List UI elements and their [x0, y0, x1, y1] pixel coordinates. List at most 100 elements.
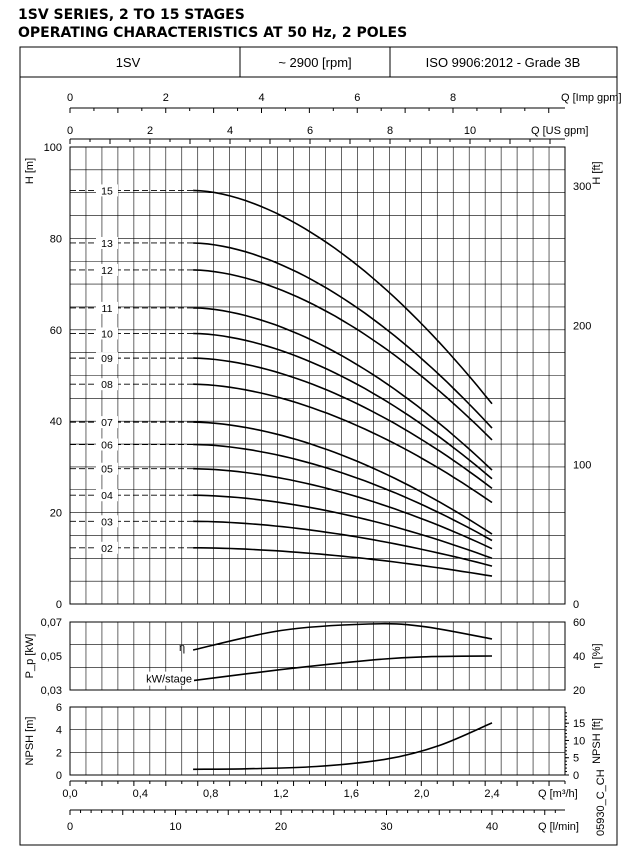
stage-label-09: 09	[101, 353, 113, 365]
stage-label-bg	[96, 263, 118, 276]
power-y-axis-label: P_p [kW]	[24, 634, 36, 679]
head-curve-stage-04	[193, 494, 493, 560]
stage-label-12: 12	[101, 265, 113, 277]
head-ft-tick-label: 300	[573, 181, 591, 193]
us-gpm-tick-label: 0	[67, 125, 73, 137]
drawing-code: 05930_C_CH	[595, 769, 607, 836]
head-curve-stage-06	[193, 443, 493, 542]
npsh-y-tick-label: 4	[56, 725, 62, 737]
us-gpm-tick-label: 6	[307, 125, 313, 137]
head-y-tick-label: 0	[56, 599, 62, 611]
stage-label-03: 03	[101, 516, 113, 528]
head-curve-stage-09	[193, 357, 493, 490]
head-y-tick-label: 20	[50, 508, 62, 520]
stage-label-bg	[96, 184, 118, 197]
head-y-tick-label: 80	[50, 233, 62, 245]
imp-gpm-tick-label: 0	[67, 92, 73, 104]
m3h-tick-label: 0,0	[62, 788, 77, 800]
stage-label-bg	[96, 489, 118, 502]
stage-label-bg	[96, 378, 118, 391]
stage-label-07: 07	[101, 417, 113, 429]
plot-border	[69, 621, 566, 691]
stage-label-bg	[96, 301, 118, 314]
m3h-tick-label: 0,4	[133, 788, 148, 800]
power-panel: 0,03 0,05 0,07 20 40 60 P_p [kW] η [%] η kW/stage	[24, 617, 603, 697]
stage-label-06: 06	[101, 440, 113, 452]
npsh-y-tick-label: 6	[56, 702, 62, 714]
lmin-axis-label: Q [l/min]	[538, 821, 579, 833]
m3h-tick-label: 2,4	[484, 788, 499, 800]
top-axes: 0 2 4 6 8 Q [Imp gpm] 0 2 4 6 8 10 Q [US gpm]	[67, 92, 622, 144]
stage-label-bg	[96, 327, 118, 340]
head-curve-stage-08	[193, 383, 493, 504]
chart-frame	[19, 76, 618, 846]
us-gpm-axis-label: Q [US gpm]	[531, 125, 588, 137]
npsh-ft-axis-label: NPSH [ft]	[591, 718, 603, 764]
lmin-tick-label: 0	[67, 821, 73, 833]
efficiency-curve	[192, 622, 493, 651]
eff-y-tick-label: 20	[573, 685, 585, 697]
imp-gpm-tick-label: 6	[354, 92, 360, 104]
npsh-ft-tick-label: 10	[573, 735, 585, 747]
head-curve-stage-05	[193, 467, 493, 550]
standard-cell: ISO 9906:2012 - Grade 3B	[426, 55, 581, 70]
info-row: 1SV ~ 2900 [rpm] ISO 9906:2012 - Grade 3…	[19, 46, 618, 78]
stage-label-bg	[96, 352, 118, 365]
power-y-tick-label: 0,03	[41, 685, 62, 697]
stage-label-08: 08	[101, 379, 113, 391]
head-y-tick-label: 100	[44, 142, 62, 154]
npsh-y-tick-label: 0	[56, 770, 62, 782]
power-y-tick-label: 0,05	[41, 651, 62, 663]
eta-curve-label: η	[179, 642, 185, 654]
stage-label-13: 13	[101, 238, 113, 250]
head-ft-tick-label: 100	[573, 460, 591, 472]
power-y-tick-label: 0,07	[41, 617, 62, 629]
stage-label-bg	[96, 541, 118, 554]
m3h-tick-label: 0,8	[203, 788, 218, 800]
power-per-stage-curve	[193, 655, 493, 682]
head-panel: 0 20 40 60 80 100 0 100 200 300 H [m] H [ft] 02 03 04 0…	[24, 142, 603, 611]
m3h-tick-label: 1,2	[273, 788, 288, 800]
m3h-tick-label: 2,0	[414, 788, 429, 800]
stage-label-11: 11	[102, 303, 113, 315]
title-line-2: OPERATING CHARACTERISTICS AT 50 Hz, 2 PO…	[18, 25, 407, 41]
title-line-1: 1SV SERIES, 2 TO 15 STAGES	[18, 7, 245, 23]
imp-gpm-tick-label: 8	[450, 92, 456, 104]
head-ft-tick-label: 0	[573, 599, 579, 611]
head-ft-tick-label: 200	[573, 320, 591, 332]
stage-label-bg	[96, 416, 118, 429]
eff-y-tick-label: 60	[573, 617, 585, 629]
stage-label-bg	[96, 515, 118, 528]
npsh-panel: 0 2 4 6 0 5 10 15 NPSH [m] NPSH [ft]	[24, 702, 603, 782]
npsh-ft-tick-label: 0	[573, 770, 579, 782]
npsh-y-tick-label: 2	[56, 747, 62, 759]
eff-y-axis-label: η [%]	[591, 643, 603, 668]
m3h-axis-label: Q [m³/h]	[538, 788, 578, 800]
stage-label-bg	[96, 438, 118, 451]
npsh-ft-tick-label: 5	[573, 753, 579, 765]
us-gpm-tick-label: 10	[464, 125, 476, 137]
stage-label-04: 04	[101, 490, 113, 502]
npsh-curve	[193, 722, 493, 771]
npsh-y-axis-label: NPSH [m]	[24, 717, 36, 766]
imp-gpm-tick-label: 2	[163, 92, 169, 104]
plot-border	[69, 706, 566, 776]
head-y-tick-label: 40	[50, 416, 62, 428]
us-gpm-tick-label: 8	[387, 125, 393, 137]
head-curve-stage-15	[193, 189, 493, 405]
imp-gpm-axis-label: Q [Imp gpm]	[561, 92, 622, 104]
npsh-ft-tick-label: 15	[573, 718, 585, 730]
stage-label-10: 10	[101, 328, 113, 340]
head-curve-stage-07	[193, 421, 493, 535]
head-y-axis-label: H [m]	[24, 158, 36, 184]
head-y-tick-label: 60	[50, 325, 62, 337]
m3h-tick-label: 1,6	[344, 788, 359, 800]
stage-label-bg	[96, 462, 118, 475]
stage-label-05: 05	[101, 464, 113, 476]
speed-cell: ~ 2900 [rpm]	[278, 55, 351, 70]
head-ft-axis-label: H [ft]	[591, 161, 603, 184]
stage-label-15: 15	[101, 185, 113, 197]
kw-label-bg	[138, 671, 194, 686]
head-curve-stage-10	[193, 332, 493, 480]
